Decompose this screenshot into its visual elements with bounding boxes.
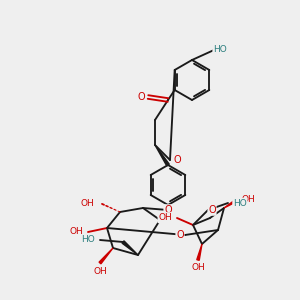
Text: OH: OH — [69, 227, 83, 236]
Text: O: O — [176, 230, 184, 240]
Text: HO: HO — [213, 46, 227, 55]
Polygon shape — [197, 244, 202, 260]
Text: O: O — [137, 92, 145, 102]
Text: HO: HO — [81, 236, 95, 244]
Text: HO: HO — [233, 199, 247, 208]
Text: OH: OH — [191, 263, 205, 272]
Text: OH: OH — [80, 199, 94, 208]
Polygon shape — [122, 241, 138, 255]
Text: OH: OH — [242, 196, 256, 205]
Text: O: O — [164, 213, 172, 223]
Text: O: O — [208, 205, 216, 215]
Text: OH: OH — [93, 266, 107, 275]
Polygon shape — [99, 248, 113, 264]
Text: O: O — [164, 205, 172, 215]
Text: O: O — [173, 155, 181, 165]
Text: OH: OH — [158, 214, 172, 223]
Polygon shape — [224, 199, 238, 208]
Polygon shape — [155, 145, 169, 166]
